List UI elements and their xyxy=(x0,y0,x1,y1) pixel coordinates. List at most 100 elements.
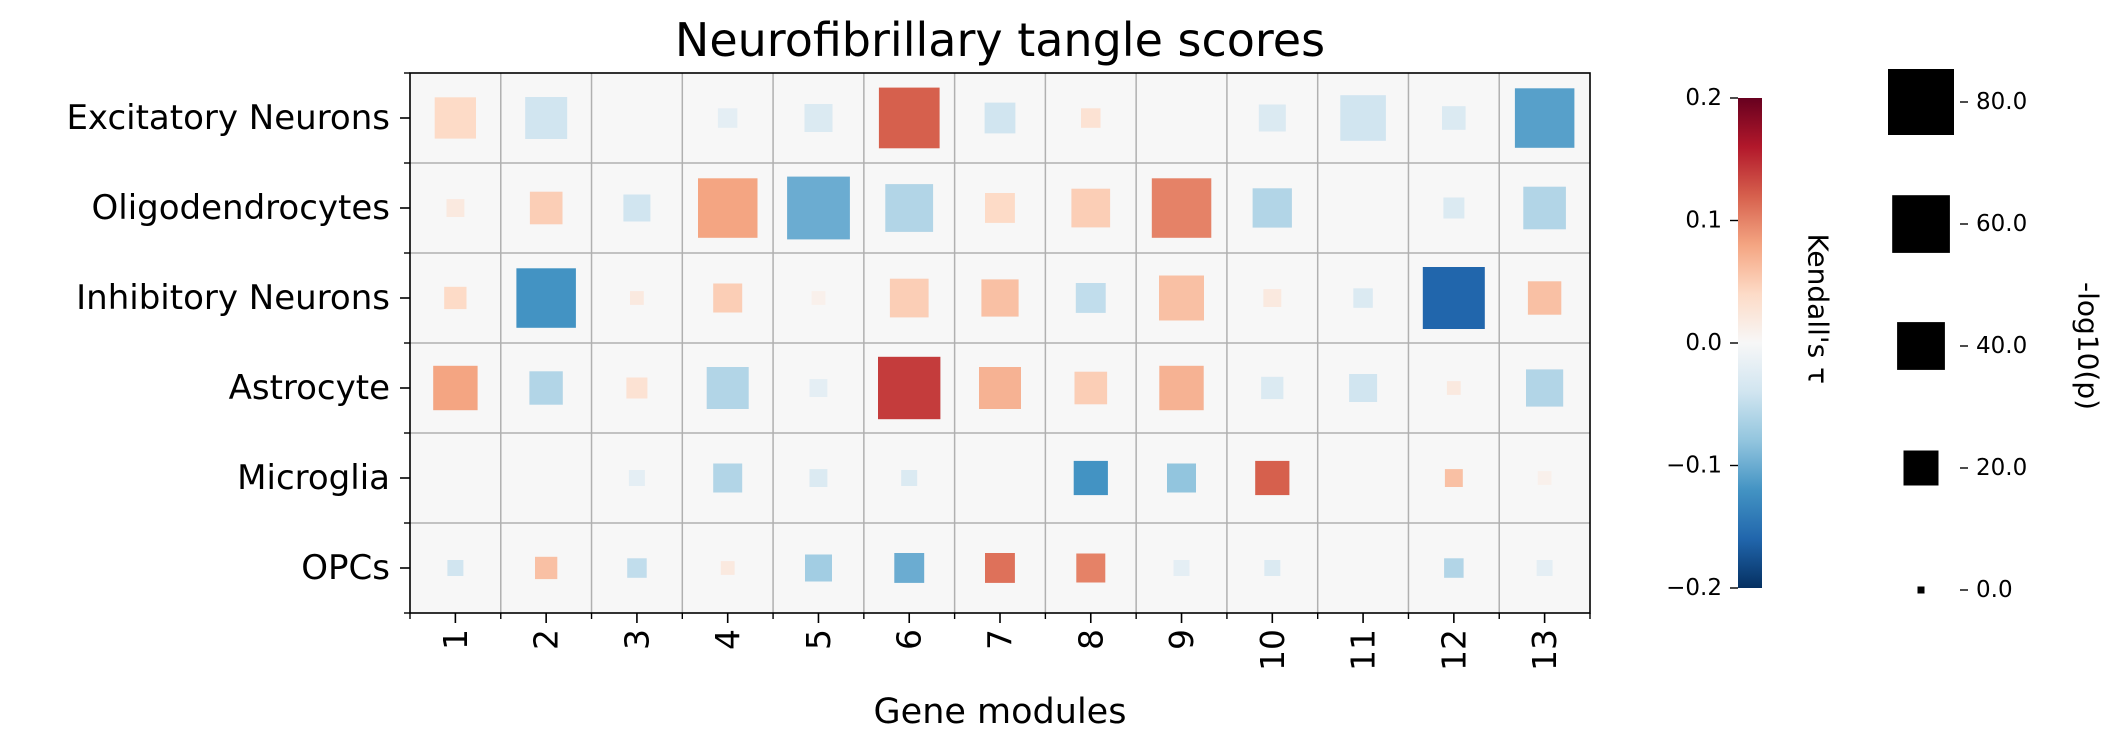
cell-marker xyxy=(1074,371,1108,405)
cell-marker xyxy=(1422,267,1485,329)
cell-marker xyxy=(981,279,1019,317)
cell-marker xyxy=(535,556,558,580)
cell-marker xyxy=(1536,560,1553,576)
cell-marker xyxy=(544,476,549,480)
cell-marker xyxy=(713,283,743,313)
size-legend-marker xyxy=(1897,322,1945,370)
cell-marker xyxy=(1349,374,1378,402)
size-legend-label: 60.0 xyxy=(1976,211,2027,237)
cell-marker xyxy=(1357,472,1369,484)
cell-marker xyxy=(809,379,828,397)
cell-marker xyxy=(1073,460,1108,496)
cell-marker xyxy=(885,184,934,232)
cell-marker xyxy=(1527,281,1562,315)
cell-marker xyxy=(1255,460,1290,496)
cell-marker xyxy=(1167,463,1196,493)
cell-marker xyxy=(878,87,940,149)
x-tick-label: 8 xyxy=(1071,629,1110,650)
cell-marker xyxy=(1264,560,1281,576)
cell-marker xyxy=(529,191,563,225)
y-tick-label: OPCs xyxy=(301,548,390,588)
colorbar-tick-label: −0.2 xyxy=(1666,575,1722,601)
cell-marker xyxy=(1258,104,1286,132)
cell-marker xyxy=(1353,288,1373,308)
y-tick-label: Inhibitory Neurons xyxy=(76,278,390,318)
x-tick-label: 7 xyxy=(981,629,1020,650)
cell-marker xyxy=(985,553,1015,583)
size-legend-marker xyxy=(1903,450,1939,486)
cell-marker xyxy=(628,470,645,486)
cell-marker xyxy=(446,199,465,217)
cell-marker xyxy=(1340,95,1386,141)
cell-marker xyxy=(449,472,461,484)
size-legend-label: 20.0 xyxy=(1976,455,2027,481)
x-tick-label: 12 xyxy=(1434,629,1473,671)
cell-marker xyxy=(516,268,576,328)
cell-marker xyxy=(1514,88,1575,148)
cell-marker xyxy=(1159,365,1204,411)
cell-marker xyxy=(878,356,941,420)
y-tick-label: Oligodendrocytes xyxy=(92,188,390,228)
cell-marker xyxy=(889,278,929,318)
x-tick-label: 13 xyxy=(1525,629,1564,671)
cell-marker xyxy=(1159,275,1204,321)
cell-marker xyxy=(1444,558,1464,578)
cell-marker xyxy=(634,116,639,120)
cell-marker xyxy=(630,291,644,305)
y-tick-label: Astrocyte xyxy=(229,368,390,408)
cell-marker xyxy=(626,377,648,399)
x-axis-label: Gene modules xyxy=(874,692,1127,732)
cell-marker xyxy=(1076,553,1106,583)
cell-marker xyxy=(713,463,743,493)
colorbar-tick-label: −0.1 xyxy=(1666,453,1722,479)
cell-marker xyxy=(698,178,758,238)
size-legend-label: 80.0 xyxy=(1976,89,2027,115)
cell-marker xyxy=(1151,178,1212,238)
colorbar: 0.2 0.1 0.0 −0.1 −0.2 Kendall's τ xyxy=(1666,85,1834,601)
cell-marker xyxy=(1526,369,1564,407)
cell-marker xyxy=(1361,566,1366,570)
size-legend-marker xyxy=(1892,195,1950,253)
x-tick-label: 5 xyxy=(799,629,838,650)
cell-marker xyxy=(1537,471,1552,485)
cell-marker xyxy=(1071,188,1111,228)
cell-marker xyxy=(1075,283,1106,313)
x-tick-label: 11 xyxy=(1344,629,1383,671)
cell-marker xyxy=(433,365,478,411)
cell-marker xyxy=(1361,206,1366,210)
grid-lines xyxy=(410,73,1590,613)
cell-marker xyxy=(1252,188,1292,228)
cell-marker xyxy=(434,97,476,139)
cell-marker xyxy=(809,469,828,487)
x-tick-label: 9 xyxy=(1162,629,1201,650)
size-legend-label-title: -log10(p) xyxy=(2072,282,2105,410)
cell-marker xyxy=(529,371,563,405)
cell-marker xyxy=(804,104,833,132)
cell-marker xyxy=(447,560,464,576)
cell-marker xyxy=(1173,560,1190,576)
chart-title: Neurofibrillary tangle scores xyxy=(675,13,1325,67)
x-tick-label: 4 xyxy=(708,629,747,650)
x-tick-labels: 1 2 3 4 5 6 7 8 9 10 11 12 13 xyxy=(436,613,1564,671)
cell-marker xyxy=(525,97,568,139)
cell-marker xyxy=(787,176,850,240)
cell-marker xyxy=(998,476,1002,480)
cell-marker xyxy=(984,102,1016,134)
cell-marker xyxy=(985,193,1015,223)
cell-marker xyxy=(623,194,651,222)
cell-marker xyxy=(1442,106,1466,130)
cell-marker xyxy=(811,291,826,305)
cell-marker xyxy=(627,558,647,578)
size-legend-marker xyxy=(1888,69,1954,135)
y-tick-label: Excitatory Neurons xyxy=(66,98,390,138)
size-legend-marker xyxy=(1917,586,1925,594)
colorbar-gradient xyxy=(1738,98,1762,588)
cell-marker xyxy=(1261,376,1284,400)
x-tick-label: 3 xyxy=(617,629,656,650)
y-tick-labels: Excitatory Neurons Oligodendrocytes Inhibi… xyxy=(66,98,410,588)
cell-marker xyxy=(1523,186,1566,230)
colorbar-tick-label: 0.0 xyxy=(1685,330,1722,356)
cell-marker xyxy=(1081,108,1101,128)
colorbar-tick-label: 0.1 xyxy=(1685,208,1722,234)
